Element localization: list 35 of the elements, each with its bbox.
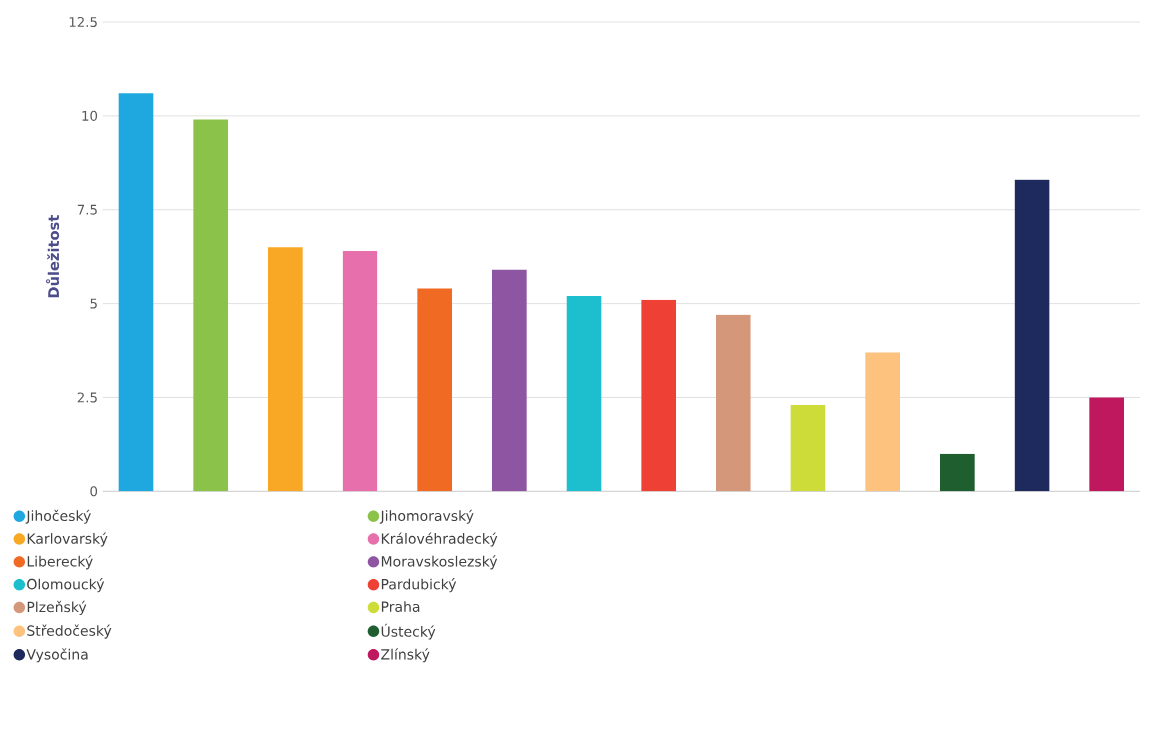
- y-tick-label: 0: [90, 486, 98, 497]
- legend-label: Karlovarský: [27, 532, 108, 547]
- legend-label: Olomoucký: [27, 577, 105, 593]
- legend-label: Jihočeský: [25, 509, 91, 524]
- bar: [940, 453, 975, 492]
- y-tick-label: 12.5: [69, 16, 97, 27]
- legend-label: Moravskoslezský: [381, 555, 498, 570]
- legend-label: Plzeňský: [27, 600, 87, 615]
- bar: [342, 250, 378, 492]
- y-tick-label: 7.5: [77, 204, 97, 215]
- legend-label: Pardubický: [381, 577, 457, 593]
- bar: [790, 404, 826, 492]
- y-axis-title: Důležitost: [45, 214, 60, 298]
- legend-label: Středočeský: [27, 624, 112, 639]
- bar: [268, 247, 303, 492]
- bar: [417, 288, 453, 492]
- legend-label: Praha: [381, 601, 420, 612]
- legend-label: Královéhradecký: [381, 532, 498, 547]
- legend-label: Ústecký: [381, 623, 436, 640]
- bar: [193, 119, 229, 492]
- bar: [118, 93, 154, 492]
- y-tick-label: 5: [90, 298, 97, 309]
- legend-label: Jihomoravský: [379, 509, 474, 524]
- legend-label: Liberecký: [27, 555, 93, 570]
- y-tick-label: 10: [82, 110, 98, 121]
- legend-label: Vysočina: [26, 648, 88, 663]
- bar: [641, 299, 676, 492]
- bar: [716, 314, 751, 492]
- legend-label: Zlínský: [381, 648, 430, 663]
- bar: [566, 295, 602, 492]
- bar: [865, 352, 900, 492]
- y-tick-label: 2.5: [77, 392, 97, 403]
- bar: [1089, 397, 1124, 492]
- bar: [492, 269, 527, 492]
- bar: [1014, 179, 1050, 492]
